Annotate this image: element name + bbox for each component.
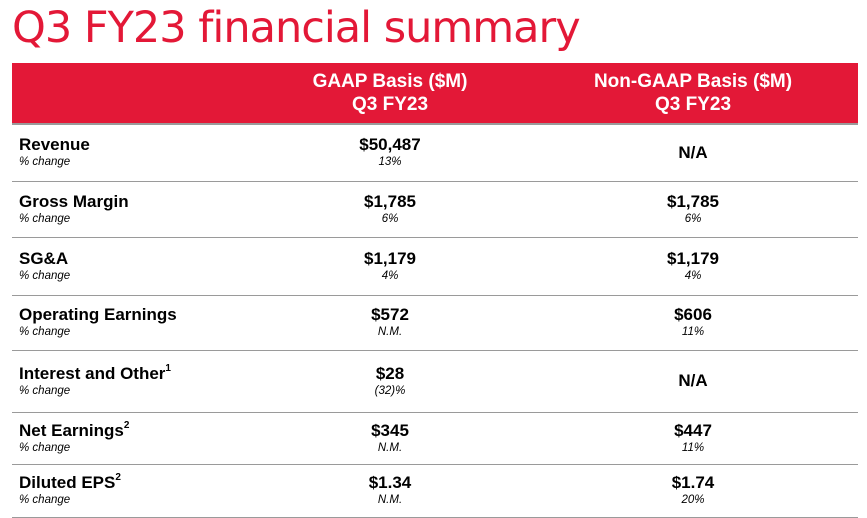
row-label: Operating Earnings	[12, 305, 252, 325]
row-label-cell: Diluted EPS2% change	[12, 464, 252, 518]
row-label-cell: Interest and Other1% change	[12, 350, 252, 413]
row-label-text: Diluted EPS	[19, 473, 116, 492]
gaap-value: $1,785	[364, 191, 416, 211]
header-nongaap-title: Non-GAAP Basis ($M)	[593, 71, 793, 92]
nongaap-cell: $1,785 6%	[528, 181, 858, 238]
row-change-label: % change	[19, 212, 71, 225]
row-label-cell: Gross Margin% change	[12, 181, 252, 238]
nongaap-change: 20%	[681, 494, 705, 506]
row-change-label: % change	[19, 384, 71, 397]
nongaap-cell: N/A	[528, 350, 858, 413]
gaap-cell: $572 N.M.	[252, 295, 528, 351]
row-label: SG&A	[12, 249, 252, 269]
gaap-value: $1.34	[368, 473, 412, 492]
footnote-marker: 2	[115, 472, 121, 484]
row-label-cell: SG&A% change	[12, 237, 252, 296]
table-row: Gross Margin% change $1,785 6% $1,785 6%	[12, 181, 858, 238]
row-label-text: Net Earnings	[19, 420, 124, 440]
gaap-value: $28	[375, 363, 405, 383]
nongaap-change: 11%	[681, 326, 705, 338]
header-nongaap-period: Q3 FY23	[654, 94, 732, 115]
row-label-text: Operating Earnings	[19, 305, 177, 324]
table-row: Net Earnings2% change $345 N.M. $447 11%	[12, 412, 858, 465]
row-label: Diluted EPS2	[12, 473, 252, 493]
nongaap-change: 6%	[684, 212, 702, 225]
table-row: SG&A% change $1,179 4% $1,179 4%	[12, 237, 858, 296]
gaap-value: $1,179	[364, 248, 416, 268]
table-row: Interest and Other1% change $28 (32)% N/A	[12, 350, 858, 413]
nongaap-value: $1,785	[667, 191, 719, 211]
gaap-value: $345	[371, 420, 409, 440]
nongaap-value: $447	[674, 420, 712, 440]
gaap-cell: $50,487 13%	[252, 123, 528, 182]
gaap-change: 6%	[381, 212, 399, 225]
row-label: Revenue	[12, 135, 252, 155]
header-gaap-period: Q3 FY23	[351, 94, 429, 115]
row-label-text: Revenue	[19, 135, 90, 155]
nongaap-cell: $1.74 20%	[528, 464, 858, 518]
nongaap-value: $606	[674, 305, 712, 324]
gaap-value: $50,487	[359, 135, 421, 155]
row-change-label: % change	[19, 269, 71, 282]
gaap-cell: $1,785 6%	[252, 181, 528, 238]
gaap-change: N.M.	[377, 494, 403, 506]
row-label-cell: Operating Earnings % change	[12, 295, 252, 351]
row-change-label: % change	[19, 326, 71, 338]
nongaap-value: $1.74	[671, 473, 715, 492]
row-label-text: Gross Margin	[19, 191, 129, 211]
financial-summary-table: GAAP Basis ($M) Q3 FY23 Non-GAAP Basis (…	[12, 63, 858, 518]
nongaap-value: N/A	[678, 142, 708, 162]
nongaap-cell: N/A	[528, 123, 858, 182]
table-row: Diluted EPS2% change $1.34 N.M. $1.74 20%	[12, 464, 858, 518]
row-label: Interest and Other1	[12, 362, 252, 384]
nongaap-change: 11%	[681, 441, 705, 454]
nongaap-value: N/A	[678, 371, 708, 390]
header-metric	[12, 63, 252, 124]
nongaap-cell: $447 11%	[528, 412, 858, 465]
footnote-marker: 1	[165, 362, 171, 374]
page-title: Q3 FY23 financial summary	[12, 3, 581, 53]
row-change-label: % change	[19, 156, 71, 169]
header-gaap: GAAP Basis ($M) Q3 FY23	[252, 63, 528, 124]
nongaap-cell: $1,179 4%	[528, 237, 858, 296]
table-header-row: GAAP Basis ($M) Q3 FY23 Non-GAAP Basis (…	[12, 63, 858, 124]
gaap-change: (32)%	[374, 384, 406, 397]
row-label-text: SG&A	[19, 248, 69, 268]
nongaap-value: $1,179	[667, 248, 719, 268]
gaap-change: N.M.	[377, 441, 403, 454]
gaap-change: 4%	[381, 269, 399, 282]
table-row: Revenue% change $50,487 13% N/A	[12, 123, 858, 182]
gaap-change: 13%	[378, 156, 402, 169]
row-change-label: % change	[19, 494, 71, 506]
gaap-cell: $1,179 4%	[252, 237, 528, 296]
gaap-cell: $28 (32)%	[252, 350, 528, 413]
gaap-change: N.M.	[377, 326, 403, 338]
footnote-marker: 2	[123, 419, 130, 431]
row-label: Net Earnings2	[12, 419, 252, 441]
nongaap-cell: $606 11%	[528, 295, 858, 351]
gaap-cell: $345 N.M.	[252, 412, 528, 465]
header-nongaap: Non-GAAP Basis ($M) Q3 FY23	[528, 63, 858, 124]
nongaap-change: 4%	[684, 269, 702, 282]
row-change-label: % change	[19, 441, 71, 454]
gaap-cell: $1.34 N.M.	[252, 464, 528, 518]
header-gaap-title: GAAP Basis ($M)	[312, 71, 468, 92]
table-row: Operating Earnings % change $572 N.M. $606 11…	[12, 295, 858, 351]
row-label: Gross Margin	[12, 192, 252, 212]
row-label-cell: Net Earnings2% change	[12, 412, 252, 465]
row-label-cell: Revenue% change	[12, 123, 252, 182]
gaap-value: $572	[371, 305, 409, 324]
row-label-text: Interest and Other	[19, 363, 166, 383]
